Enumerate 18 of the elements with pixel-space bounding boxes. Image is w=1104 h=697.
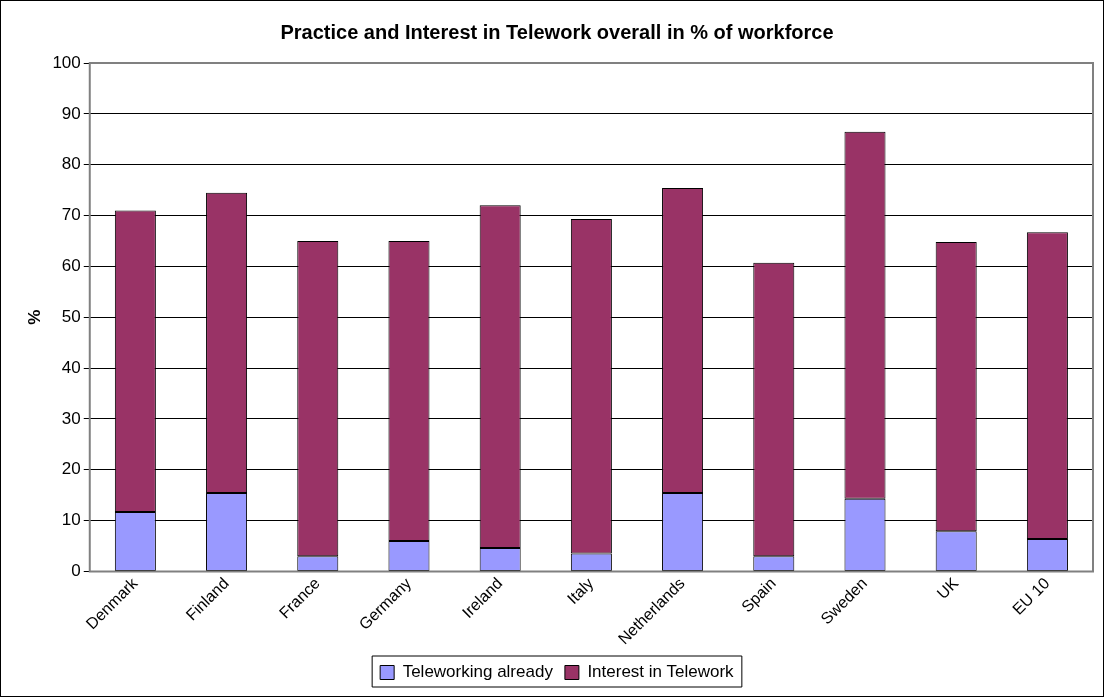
x-tick-label: Italy (563, 574, 597, 608)
x-tick-label: UK (933, 574, 962, 603)
chart-title: Practice and Interest in Telework overall in % of workforce (280, 20, 834, 43)
legend-label: Teleworking already (402, 662, 554, 682)
y-axis-title: % (24, 309, 44, 325)
y-tick-label: 10 (61, 510, 81, 530)
legend-label: Interest in Telework (587, 662, 735, 682)
x-tick-label: EU 10 (1009, 574, 1053, 618)
y-tick-label: 50 (61, 306, 81, 326)
y-tick-label: 30 (61, 408, 81, 428)
y-tick-label: 20 (61, 459, 81, 479)
y-tick-label: 80 (61, 154, 81, 174)
y-tick-label: 60 (61, 256, 81, 276)
y-tick-label: 100 (52, 52, 81, 72)
y-tick-label: 70 (61, 205, 81, 225)
y-tick-label: 0 (71, 561, 81, 581)
y-tick-label: 40 (61, 357, 81, 377)
y-tick-label: 90 (61, 103, 81, 123)
